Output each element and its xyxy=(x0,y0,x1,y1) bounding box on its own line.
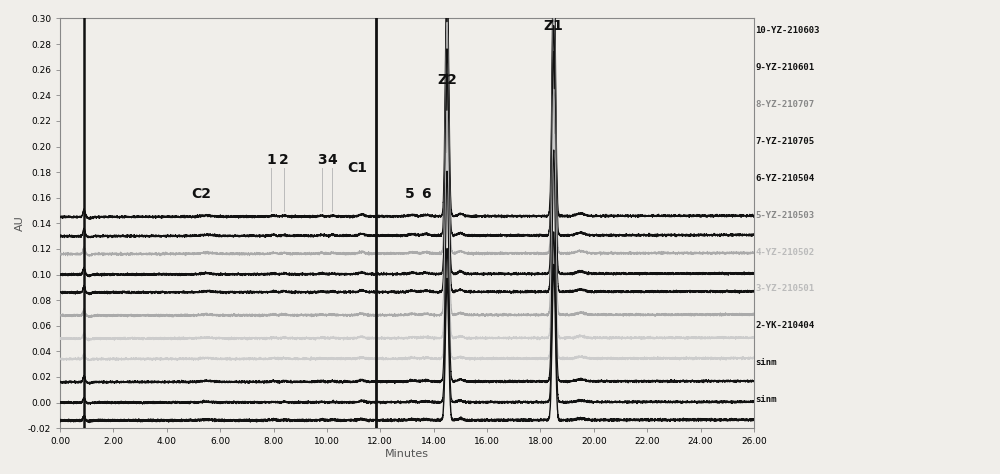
Text: 5-YZ-210503: 5-YZ-210503 xyxy=(755,210,814,219)
Text: 6-YZ-210504: 6-YZ-210504 xyxy=(755,174,814,183)
Text: 6: 6 xyxy=(421,187,430,201)
Text: 7-YZ-210705: 7-YZ-210705 xyxy=(755,137,814,146)
Text: 1: 1 xyxy=(266,154,276,167)
Text: Z1: Z1 xyxy=(544,19,564,33)
Text: C1: C1 xyxy=(348,161,368,175)
Text: 9-YZ-210601: 9-YZ-210601 xyxy=(755,63,814,72)
Text: Z2: Z2 xyxy=(437,73,457,87)
Text: 4: 4 xyxy=(327,154,337,167)
Text: sinm: sinm xyxy=(755,395,777,404)
Text: 4-YZ-210502: 4-YZ-210502 xyxy=(755,247,814,256)
Text: 2: 2 xyxy=(279,154,289,167)
Text: 10-YZ-210603: 10-YZ-210603 xyxy=(755,26,820,35)
Text: 3: 3 xyxy=(317,154,326,167)
Text: 2-YK-210404: 2-YK-210404 xyxy=(755,321,814,330)
Text: C2: C2 xyxy=(192,187,212,201)
Text: 8-YZ-210707: 8-YZ-210707 xyxy=(755,100,814,109)
X-axis label: Minutes: Minutes xyxy=(385,449,429,459)
Y-axis label: AU: AU xyxy=(15,216,25,231)
Text: 3-YZ-210501: 3-YZ-210501 xyxy=(755,284,814,293)
Text: 5: 5 xyxy=(405,187,415,201)
Text: sinm: sinm xyxy=(755,358,777,367)
